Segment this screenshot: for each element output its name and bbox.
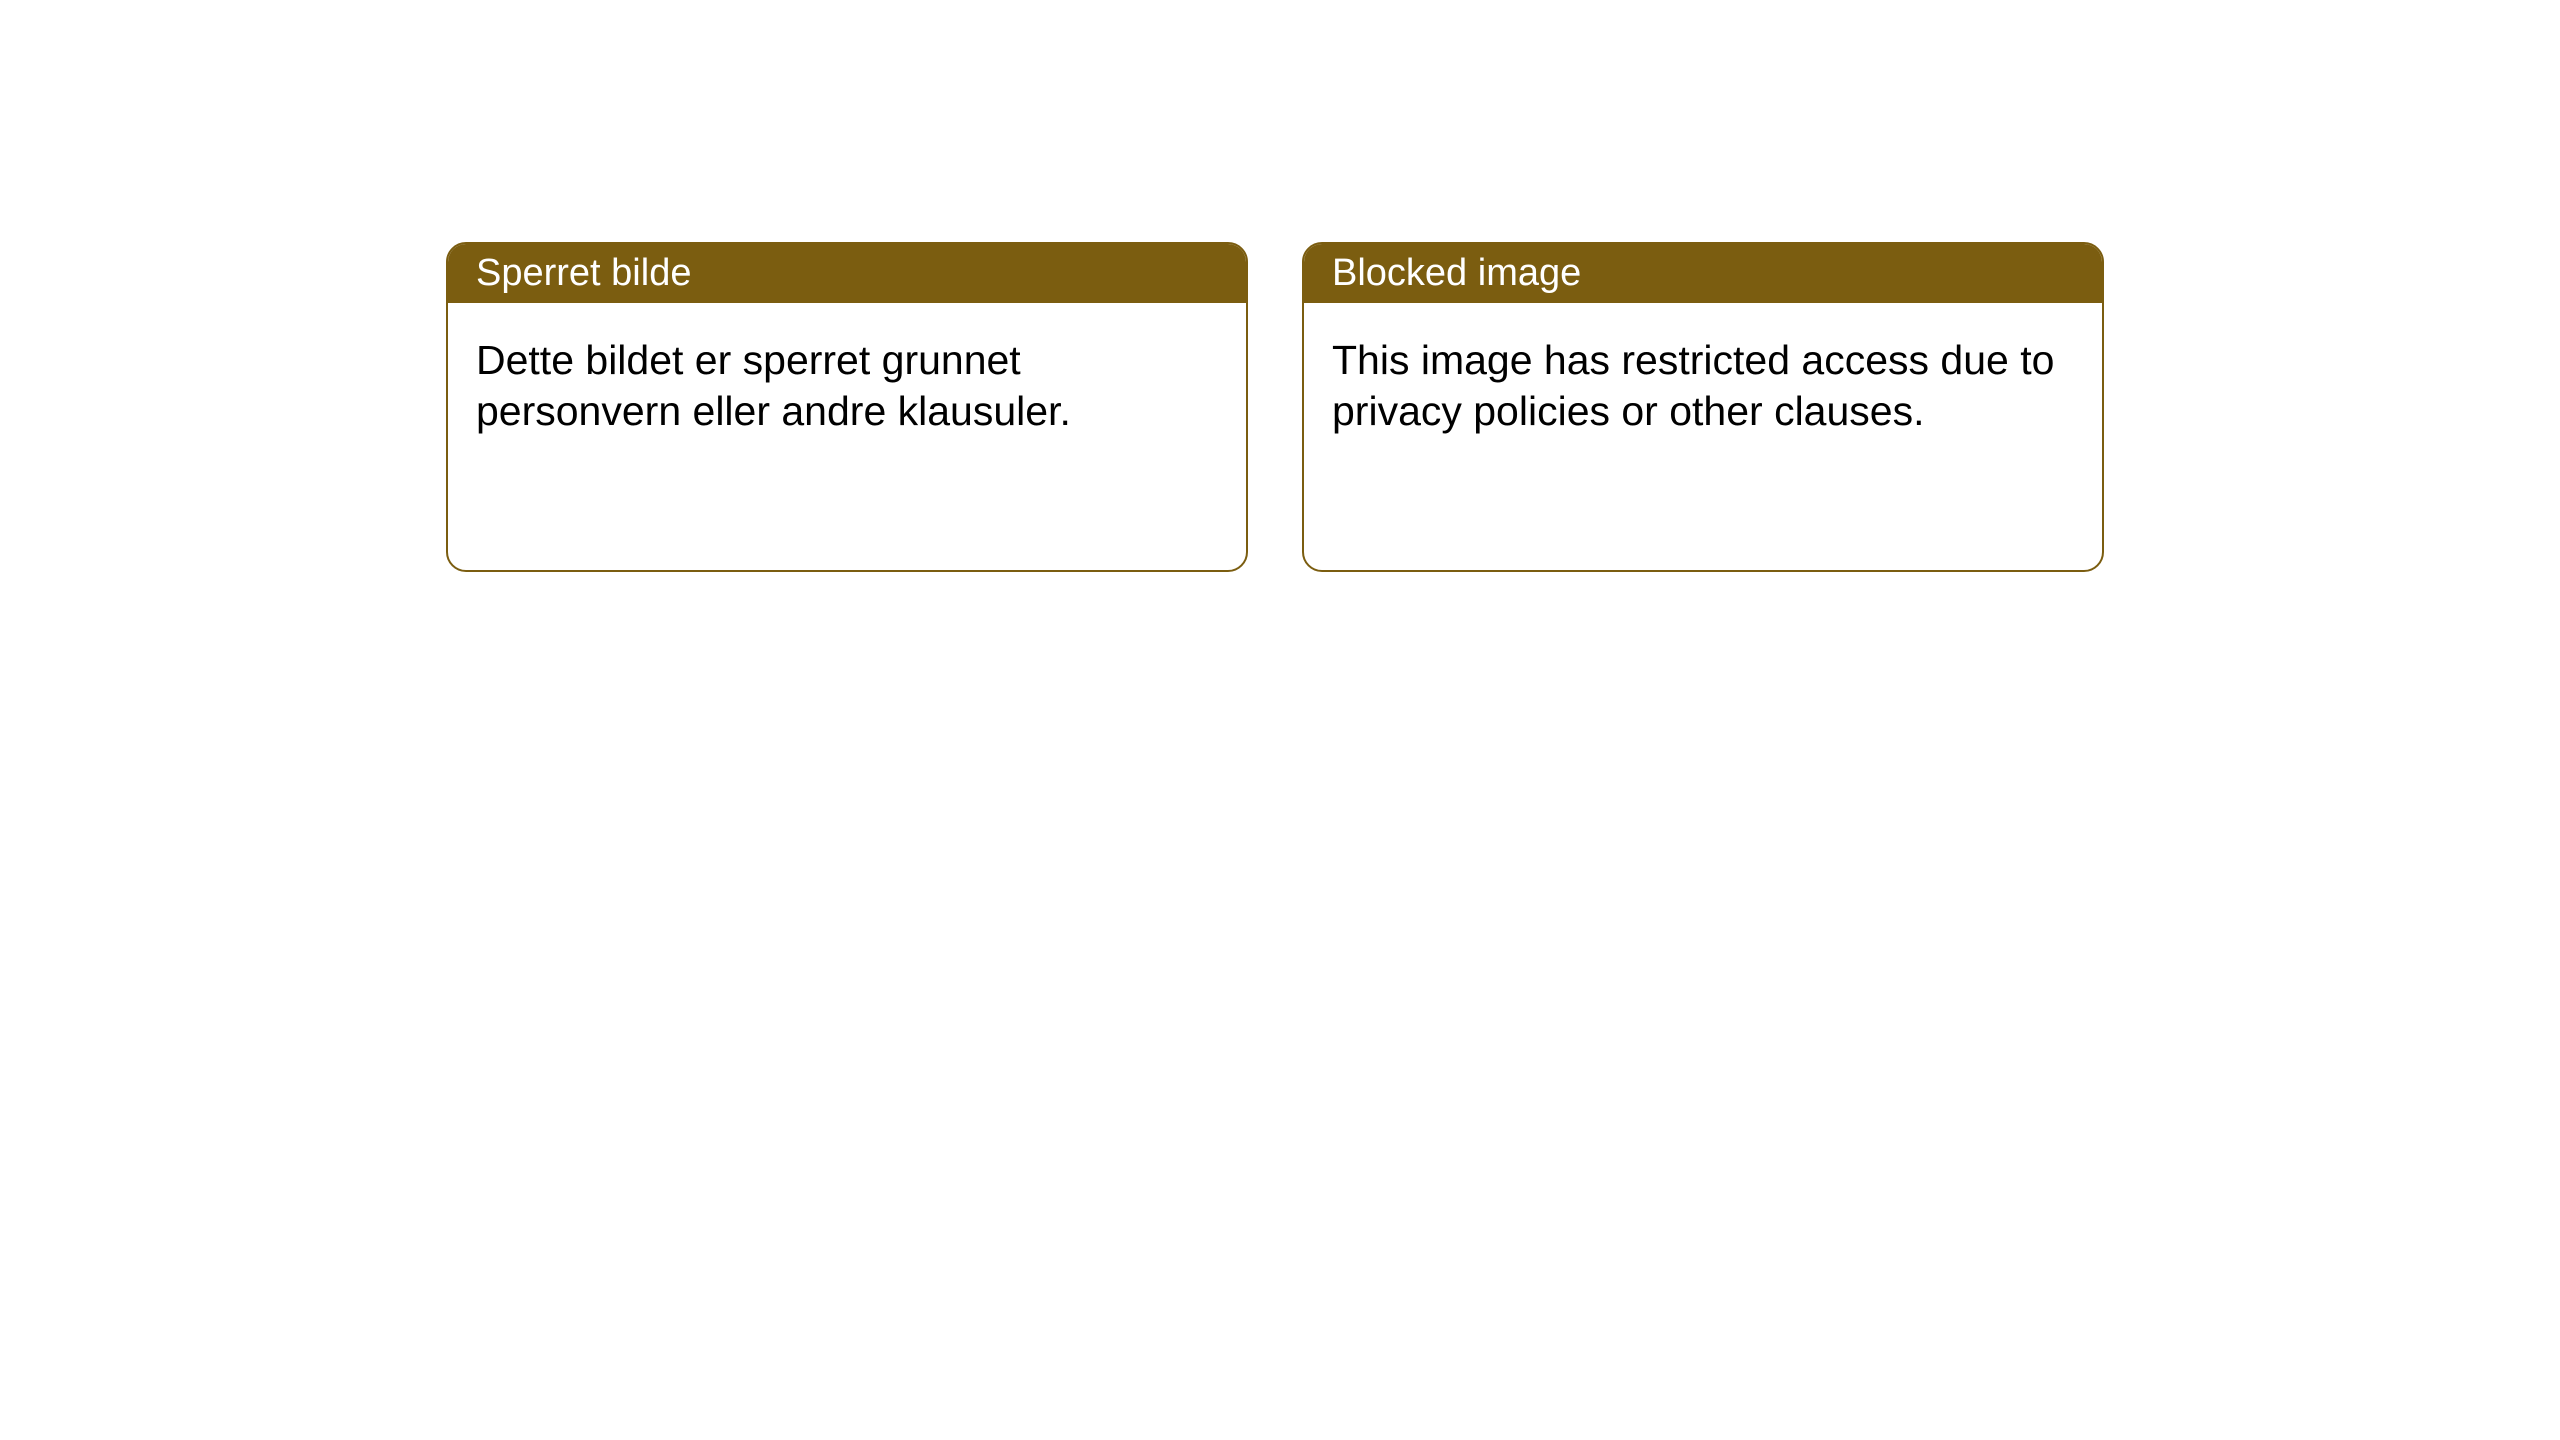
card-header: Blocked image <box>1304 244 2102 303</box>
card-header-text: Sperret bilde <box>476 252 691 294</box>
card-body-text: Dette bildet er sperret grunnet personve… <box>476 337 1071 434</box>
card-header-text: Blocked image <box>1332 252 1581 294</box>
card-body: Dette bildet er sperret grunnet personve… <box>448 303 1246 470</box>
card-body-text: This image has restricted access due to … <box>1332 337 2054 434</box>
notice-card-norwegian: Sperret bilde Dette bildet er sperret gr… <box>446 242 1248 572</box>
card-header: Sperret bilde <box>448 244 1246 303</box>
card-body: This image has restricted access due to … <box>1304 303 2102 470</box>
notice-container: Sperret bilde Dette bildet er sperret gr… <box>0 0 2560 572</box>
notice-card-english: Blocked image This image has restricted … <box>1302 242 2104 572</box>
